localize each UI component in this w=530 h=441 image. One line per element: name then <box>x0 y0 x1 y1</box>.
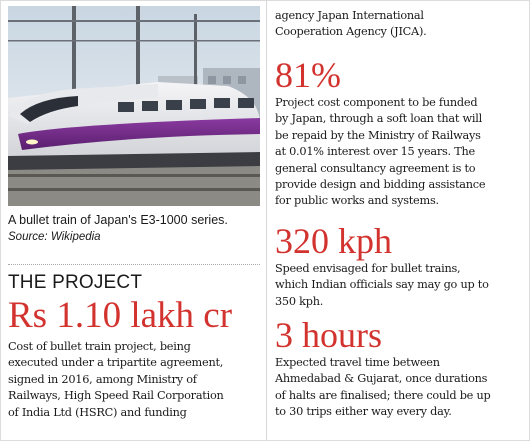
train-illustration <box>8 6 260 206</box>
body-line: Project cost component to be funded <box>275 96 478 109</box>
body-line: Cost of bullet train project, being <box>8 340 191 353</box>
body-line: 350 kph. <box>275 294 324 308</box>
column-divider <box>266 0 267 441</box>
body-line: of halts are finalised; there could be u… <box>275 388 491 402</box>
body-line: executed under a tripartite agreement, <box>8 356 224 370</box>
body-line: Ahmedabad & Gujarat, once durations <box>275 372 488 386</box>
body-line: of India Ltd (HSRC) and funding <box>8 405 187 419</box>
body-line: general consultancy agreement is to <box>275 161 476 175</box>
body-line: signed in 2016, among Ministry of <box>8 372 197 386</box>
body-line: to 30 trips either way every day. <box>275 405 452 419</box>
bullet-train-photo <box>8 6 260 206</box>
stat-speed: 320 kph <box>275 221 392 261</box>
caption-text: A bullet train of Japan's E3-1000 series… <box>8 213 228 227</box>
body-line: Cooperation Agency (JICA). <box>275 25 427 39</box>
body-line: be repaid by the Ministry of Railways <box>275 128 481 142</box>
body-line: provide design and bidding assistance <box>275 178 486 192</box>
stat-speed-description: Speed envisaged for bullet trains, which… <box>275 261 527 310</box>
photo-caption: A bullet train of Japan's E3-1000 series… <box>8 212 260 245</box>
body-line: Expected travel time between <box>275 356 440 369</box>
project-cost-description: Cost of bullet train project, being exec… <box>8 339 264 421</box>
caption-source: Source: Wikipedia <box>8 231 101 243</box>
stat-japan-share: 81% <box>275 55 341 95</box>
body-line: agency Japan International <box>275 9 424 22</box>
stat-travel-time-description: Expected travel time between Ahmedabad &… <box>275 355 527 421</box>
body-line: which Indian officials say may go up to <box>275 278 489 292</box>
section-title: THE PROJECT <box>8 272 143 293</box>
body-line: Speed envisaged for bullet trains, <box>275 262 461 275</box>
caption-divider <box>8 264 260 265</box>
funding-agency-text: agency Japan International Cooperation A… <box>275 8 527 41</box>
stat-japan-share-description: Project cost component to be funded by J… <box>275 95 527 210</box>
stat-travel-time: 3 hours <box>275 315 382 355</box>
project-cost-figure: Rs 1.10 lakh cr <box>8 295 233 336</box>
body-line: by Japan, through a soft loan that will <box>275 112 482 126</box>
body-line: at 0.01% interest over 15 years. The <box>275 145 475 159</box>
body-line: for public works and systems. <box>275 194 439 208</box>
body-line: Railways, High Speed Rail Corporation <box>8 389 224 403</box>
